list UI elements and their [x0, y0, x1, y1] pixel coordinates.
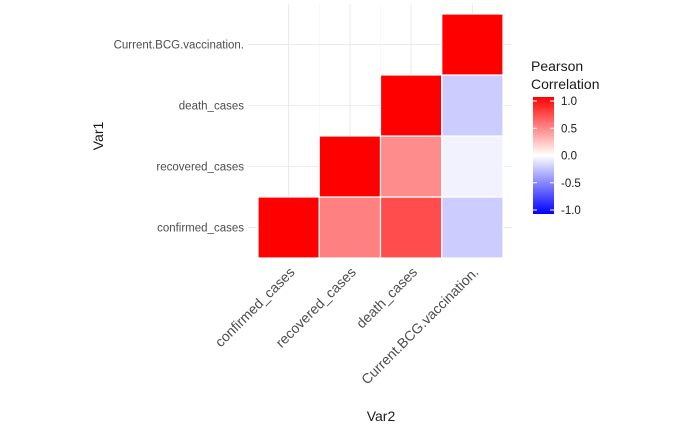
x-tick-labels: confirmed_casesrecovered_casesdeath_case…	[212, 264, 482, 388]
legend-title-line-1: Pearson	[531, 58, 583, 74]
y-axis-title: Var1	[90, 122, 106, 151]
legend-tick-label: -1.0	[561, 205, 581, 217]
heatmap-cell-confirmed-cases-current-bcg-vaccination	[441, 196, 504, 259]
heatmap-cell-recovered-cases-current-bcg-vaccination	[441, 135, 504, 198]
heatmap-cell-current-bcg-vaccination-current-bcg-vaccination	[441, 13, 504, 76]
heatmap-cells	[257, 13, 504, 259]
legend-tick-label: 0.0	[561, 151, 577, 163]
legend-tick-label: 1.0	[561, 96, 577, 108]
y-tick-label: recovered_cases	[156, 162, 244, 174]
x-tick-label: death_cases	[353, 264, 420, 331]
legend-title-line-2: Correlation	[531, 76, 599, 92]
legend-ticks: 1.0 0.5 0.0 -0.5 -1.0	[533, 96, 581, 217]
y-tick-labels: confirmed_cases recovered_cases death_case…	[114, 40, 245, 235]
heatmap-cell-confirmed-cases-recovered-cases	[318, 196, 382, 259]
heatmap-cell-death-cases-current-bcg-vaccination	[441, 74, 504, 137]
heatmap-cell-recovered-cases-recovered-cases	[318, 135, 382, 198]
legend-tick-label: 0.5	[561, 123, 577, 135]
heatmap-cell-death-cases-death-cases	[379, 74, 443, 137]
y-tick-label: Current.BCG.vaccination.	[114, 40, 244, 52]
heatmap-cell-confirmed-cases-confirmed-cases	[257, 196, 320, 259]
heatmap-cell-recovered-cases-death-cases	[379, 135, 443, 198]
x-axis-title: Var2	[367, 408, 396, 424]
heatmap-cell-confirmed-cases-death-cases	[379, 196, 443, 259]
legend-colorbar	[533, 97, 554, 214]
y-tick-label: confirmed_cases	[157, 223, 244, 235]
x-tick-label: Current.BCG.vaccination.	[358, 264, 482, 388]
color-legend: Pearson Correlation 1.0 0.5 0.0 -0.5 -1.0	[531, 58, 599, 217]
y-tick-label: death_cases	[179, 101, 244, 113]
legend-tick-label: -0.5	[561, 178, 581, 190]
